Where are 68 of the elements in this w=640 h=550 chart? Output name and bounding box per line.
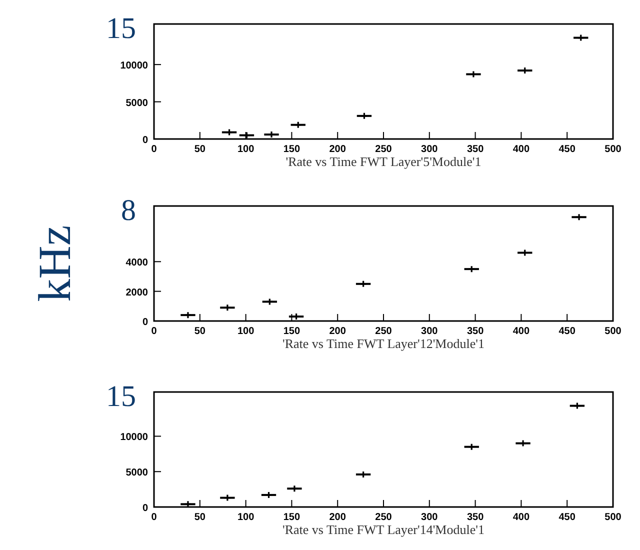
text: 15 [106, 380, 136, 413]
x-axis-title: 'Rate vs Time FWT Layer'12'Module'1 [282, 336, 484, 351]
point [224, 494, 232, 502]
y-tick-label: 0 [142, 135, 148, 146]
x-tick-label: 150 [283, 144, 300, 155]
x-tick-label: 450 [558, 512, 576, 523]
point [577, 34, 585, 42]
point [360, 470, 368, 478]
point [573, 402, 581, 410]
point [468, 443, 476, 451]
x-axis-title: 'Rate vs Time FWT Layer'5'Module'1 [286, 154, 482, 169]
y-tick-label: 0 [142, 317, 148, 328]
point [575, 213, 583, 221]
x-tick-label: 350 [466, 144, 484, 155]
text: 8 [121, 194, 136, 227]
x-tick-label: 200 [329, 144, 346, 155]
point [468, 265, 476, 273]
point [290, 484, 298, 492]
point [519, 440, 527, 448]
x-tick-label: 400 [512, 326, 530, 337]
x-tick-label: 0 [151, 512, 158, 523]
y-tick-label: 5000 [126, 468, 148, 479]
y-tick-label: 5000 [126, 98, 148, 109]
x-tick-label: 300 [421, 144, 438, 155]
x-tick-label: 100 [237, 144, 255, 155]
x-tick-label: 450 [558, 144, 576, 155]
x-tick-label: 50 [194, 326, 206, 337]
point [294, 121, 302, 129]
x-tick-label: 100 [237, 512, 255, 523]
x-tick-label: 0 [151, 144, 158, 155]
y-axis-title: kHz [29, 225, 80, 302]
x-tick-label: 450 [558, 326, 576, 337]
y-tick-label: 4000 [126, 258, 148, 269]
x-tick-label: 300 [421, 512, 438, 523]
y-tick-label: 0 [142, 503, 148, 514]
point [266, 298, 274, 306]
x-tick-label: 0 [151, 326, 158, 337]
y-tick-label: 10000 [120, 60, 148, 72]
y-tick-label: 10000 [120, 432, 148, 444]
point [242, 131, 251, 140]
x-tick-label: 200 [329, 326, 346, 337]
x-tick-label: 200 [329, 512, 346, 523]
point [360, 112, 368, 120]
x-tick-label: 50 [194, 144, 206, 155]
x-tick-label: 500 [604, 326, 622, 337]
x-tick-label: 500 [604, 512, 622, 523]
x-tick-label: 500 [604, 144, 622, 155]
x-tick-label: 300 [421, 326, 438, 337]
point [292, 312, 300, 320]
point [268, 130, 276, 138]
x-tick-label: 350 [466, 512, 484, 523]
x-tick-label: 50 [194, 512, 206, 523]
x-tick-label: 400 [512, 512, 530, 523]
x-tick-label: 350 [466, 326, 484, 337]
y-tick-label: 2000 [126, 287, 148, 298]
x-tick-label: 250 [375, 512, 392, 523]
point [360, 280, 368, 288]
point [184, 311, 192, 319]
x-tick-label: 150 [283, 512, 300, 523]
point [225, 128, 234, 136]
x-axis-title: 'Rate vs Time FWT Layer'14'Module'1 [282, 522, 484, 537]
x-tick-label: 250 [375, 144, 392, 155]
x-tick-label: 100 [237, 326, 255, 337]
text: 15 [106, 12, 136, 45]
x-tick-label: 400 [512, 144, 530, 155]
x-tick-label: 250 [375, 326, 392, 337]
point [224, 304, 232, 312]
x-tick-label: 150 [283, 326, 300, 337]
